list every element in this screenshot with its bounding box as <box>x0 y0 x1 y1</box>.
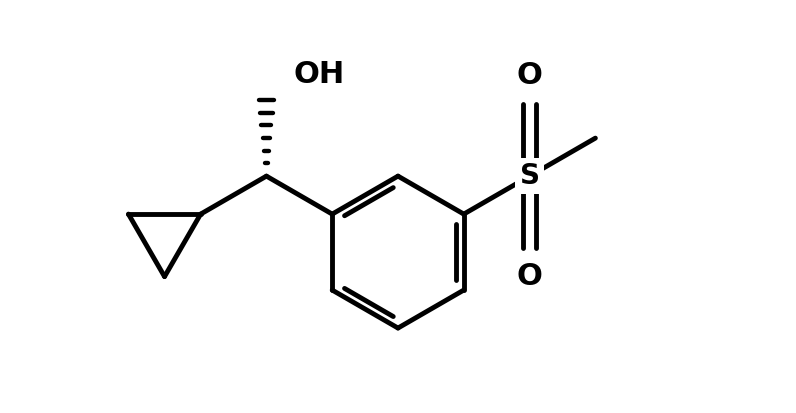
Text: OH: OH <box>293 60 344 89</box>
Text: O: O <box>517 262 543 291</box>
Text: O: O <box>517 61 543 90</box>
Text: S: S <box>520 162 540 190</box>
